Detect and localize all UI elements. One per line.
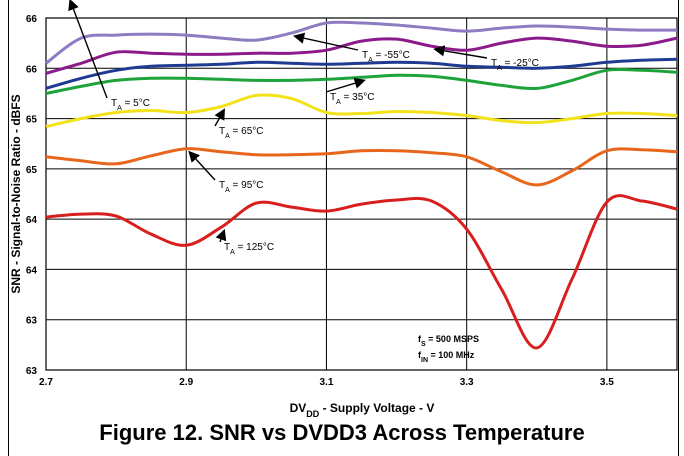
- annotation-arrow: [293, 32, 359, 51]
- y-tick-label: 65: [26, 165, 38, 176]
- y-tick-label: 66: [26, 14, 38, 25]
- series-lines: [45, 20, 678, 350]
- series-line-1: [45, 36, 678, 75]
- y-tick-label: 65: [26, 115, 38, 126]
- annotation-arrow: [433, 45, 488, 59]
- series-label: TA = -25°C: [491, 58, 539, 72]
- y-tick-labels: 63 63 64 64 65 65 66 66: [26, 14, 38, 377]
- x-tick-label: 3.1: [319, 377, 333, 388]
- condition-fin: fIN = 100 MHz: [418, 350, 475, 364]
- y-tick-label: 66: [26, 64, 38, 75]
- series-annotations: TA = -55°C TA = -25°C TA = 5°C TA = 35°C TA …: [68, 0, 539, 256]
- annotation-arrow: [325, 77, 366, 93]
- annotation-arrow: [214, 108, 225, 127]
- series-line-6: [45, 194, 678, 350]
- grid: [46, 18, 677, 370]
- series-line-5: [45, 147, 678, 187]
- x-tick-label: 3.3: [460, 377, 474, 388]
- annotation-arrow: [188, 150, 216, 181]
- series-line-2: [45, 57, 678, 90]
- condition-fs: fS = 500 MSPS: [418, 334, 479, 348]
- y-tick-label: 64: [26, 215, 38, 226]
- annotation-arrow: [68, 0, 108, 99]
- series-label: TA = 95°C: [219, 180, 264, 194]
- series-line-3: [45, 67, 678, 95]
- y-tick-label: 63: [26, 366, 38, 377]
- plot-area: [45, 17, 678, 371]
- figure-caption: Figure 12. SNR vs DVDD3 Across Temperatu…: [99, 420, 585, 445]
- series-label: TA = 125°C: [224, 242, 274, 256]
- y-tick-label: 63: [26, 316, 38, 327]
- series-label: TA = 5°C: [111, 98, 150, 112]
- series-label: TA = 65°C: [219, 126, 264, 140]
- x-tick-label: 2.9: [179, 377, 193, 388]
- y-axis-label: SNR - Signal-to-Noise Ratio - dBFS: [9, 94, 23, 293]
- x-tick-label: 2.7: [39, 377, 53, 388]
- page-border-right: [678, 0, 679, 456]
- series-line-0: [45, 20, 678, 65]
- y-tick-label: 64: [26, 265, 38, 276]
- series-line-4: [45, 93, 678, 129]
- x-tick-label: 3.5: [600, 377, 614, 388]
- x-axis-label: DVDD - Supply Voltage - V: [290, 401, 435, 419]
- annotation-arrow: [215, 228, 227, 243]
- series-label: TA = 35°C: [330, 92, 375, 106]
- page-border-left: [8, 0, 9, 456]
- series-label: TA = -55°C: [362, 50, 410, 64]
- x-tick-labels: 2.7 2.9 3.1 3.3 3.5: [39, 377, 614, 388]
